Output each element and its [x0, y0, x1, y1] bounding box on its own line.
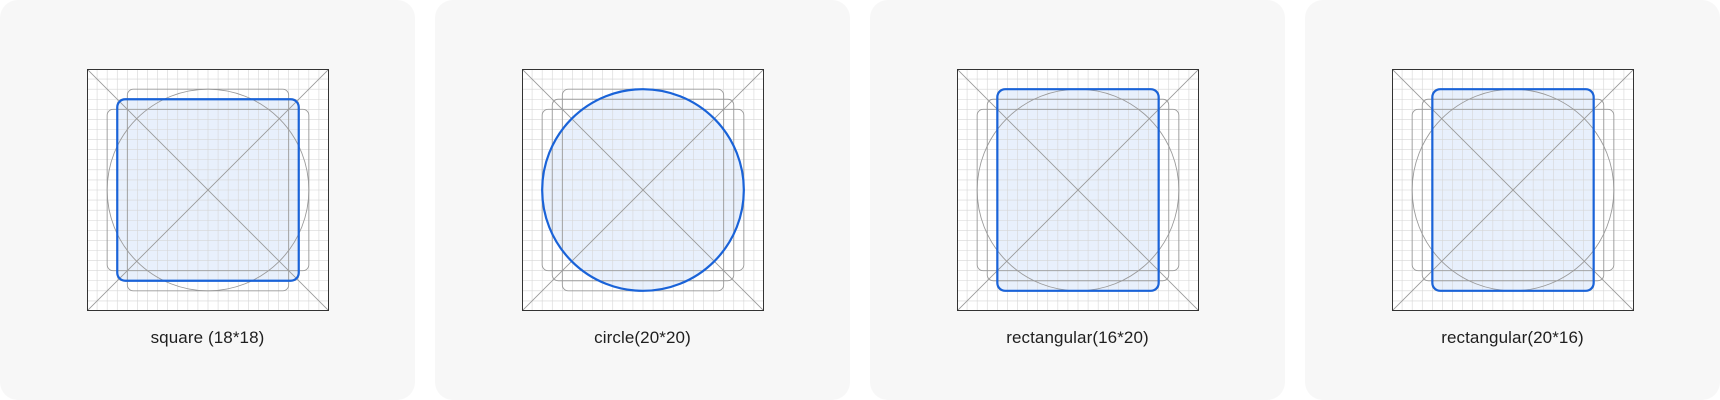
- card-caption: circle(20*20): [594, 328, 691, 347]
- keyline-card-rect-wide: rectangular(20*16): [1305, 0, 1720, 400]
- keyline-card-square: square (18*18): [0, 0, 415, 400]
- keyline-grid-rect-wide: [1392, 69, 1634, 311]
- card-caption: square (18*18): [150, 328, 265, 347]
- card-caption: rectangular(20*16): [1441, 328, 1584, 347]
- keyline-card-circle: circle(20*20): [435, 0, 850, 400]
- keyline-grid-square: [87, 69, 329, 311]
- canvas-border: [1392, 69, 1634, 311]
- active-shape-outline: [541, 88, 745, 292]
- keyline-grid-rect-tall: [957, 69, 1199, 311]
- keyline-card-rect-tall: rectangular(16*20): [870, 0, 1285, 400]
- canvas-border: [87, 69, 329, 311]
- card-caption: rectangular(16*20): [1006, 328, 1149, 347]
- active-shape-outline: [1431, 88, 1595, 292]
- active-shape-outline: [996, 88, 1160, 292]
- canvas-border: [522, 69, 764, 311]
- active-shape-outline: [116, 98, 300, 282]
- keyline-grid-circle: [522, 69, 764, 311]
- canvas-border: [957, 69, 1199, 311]
